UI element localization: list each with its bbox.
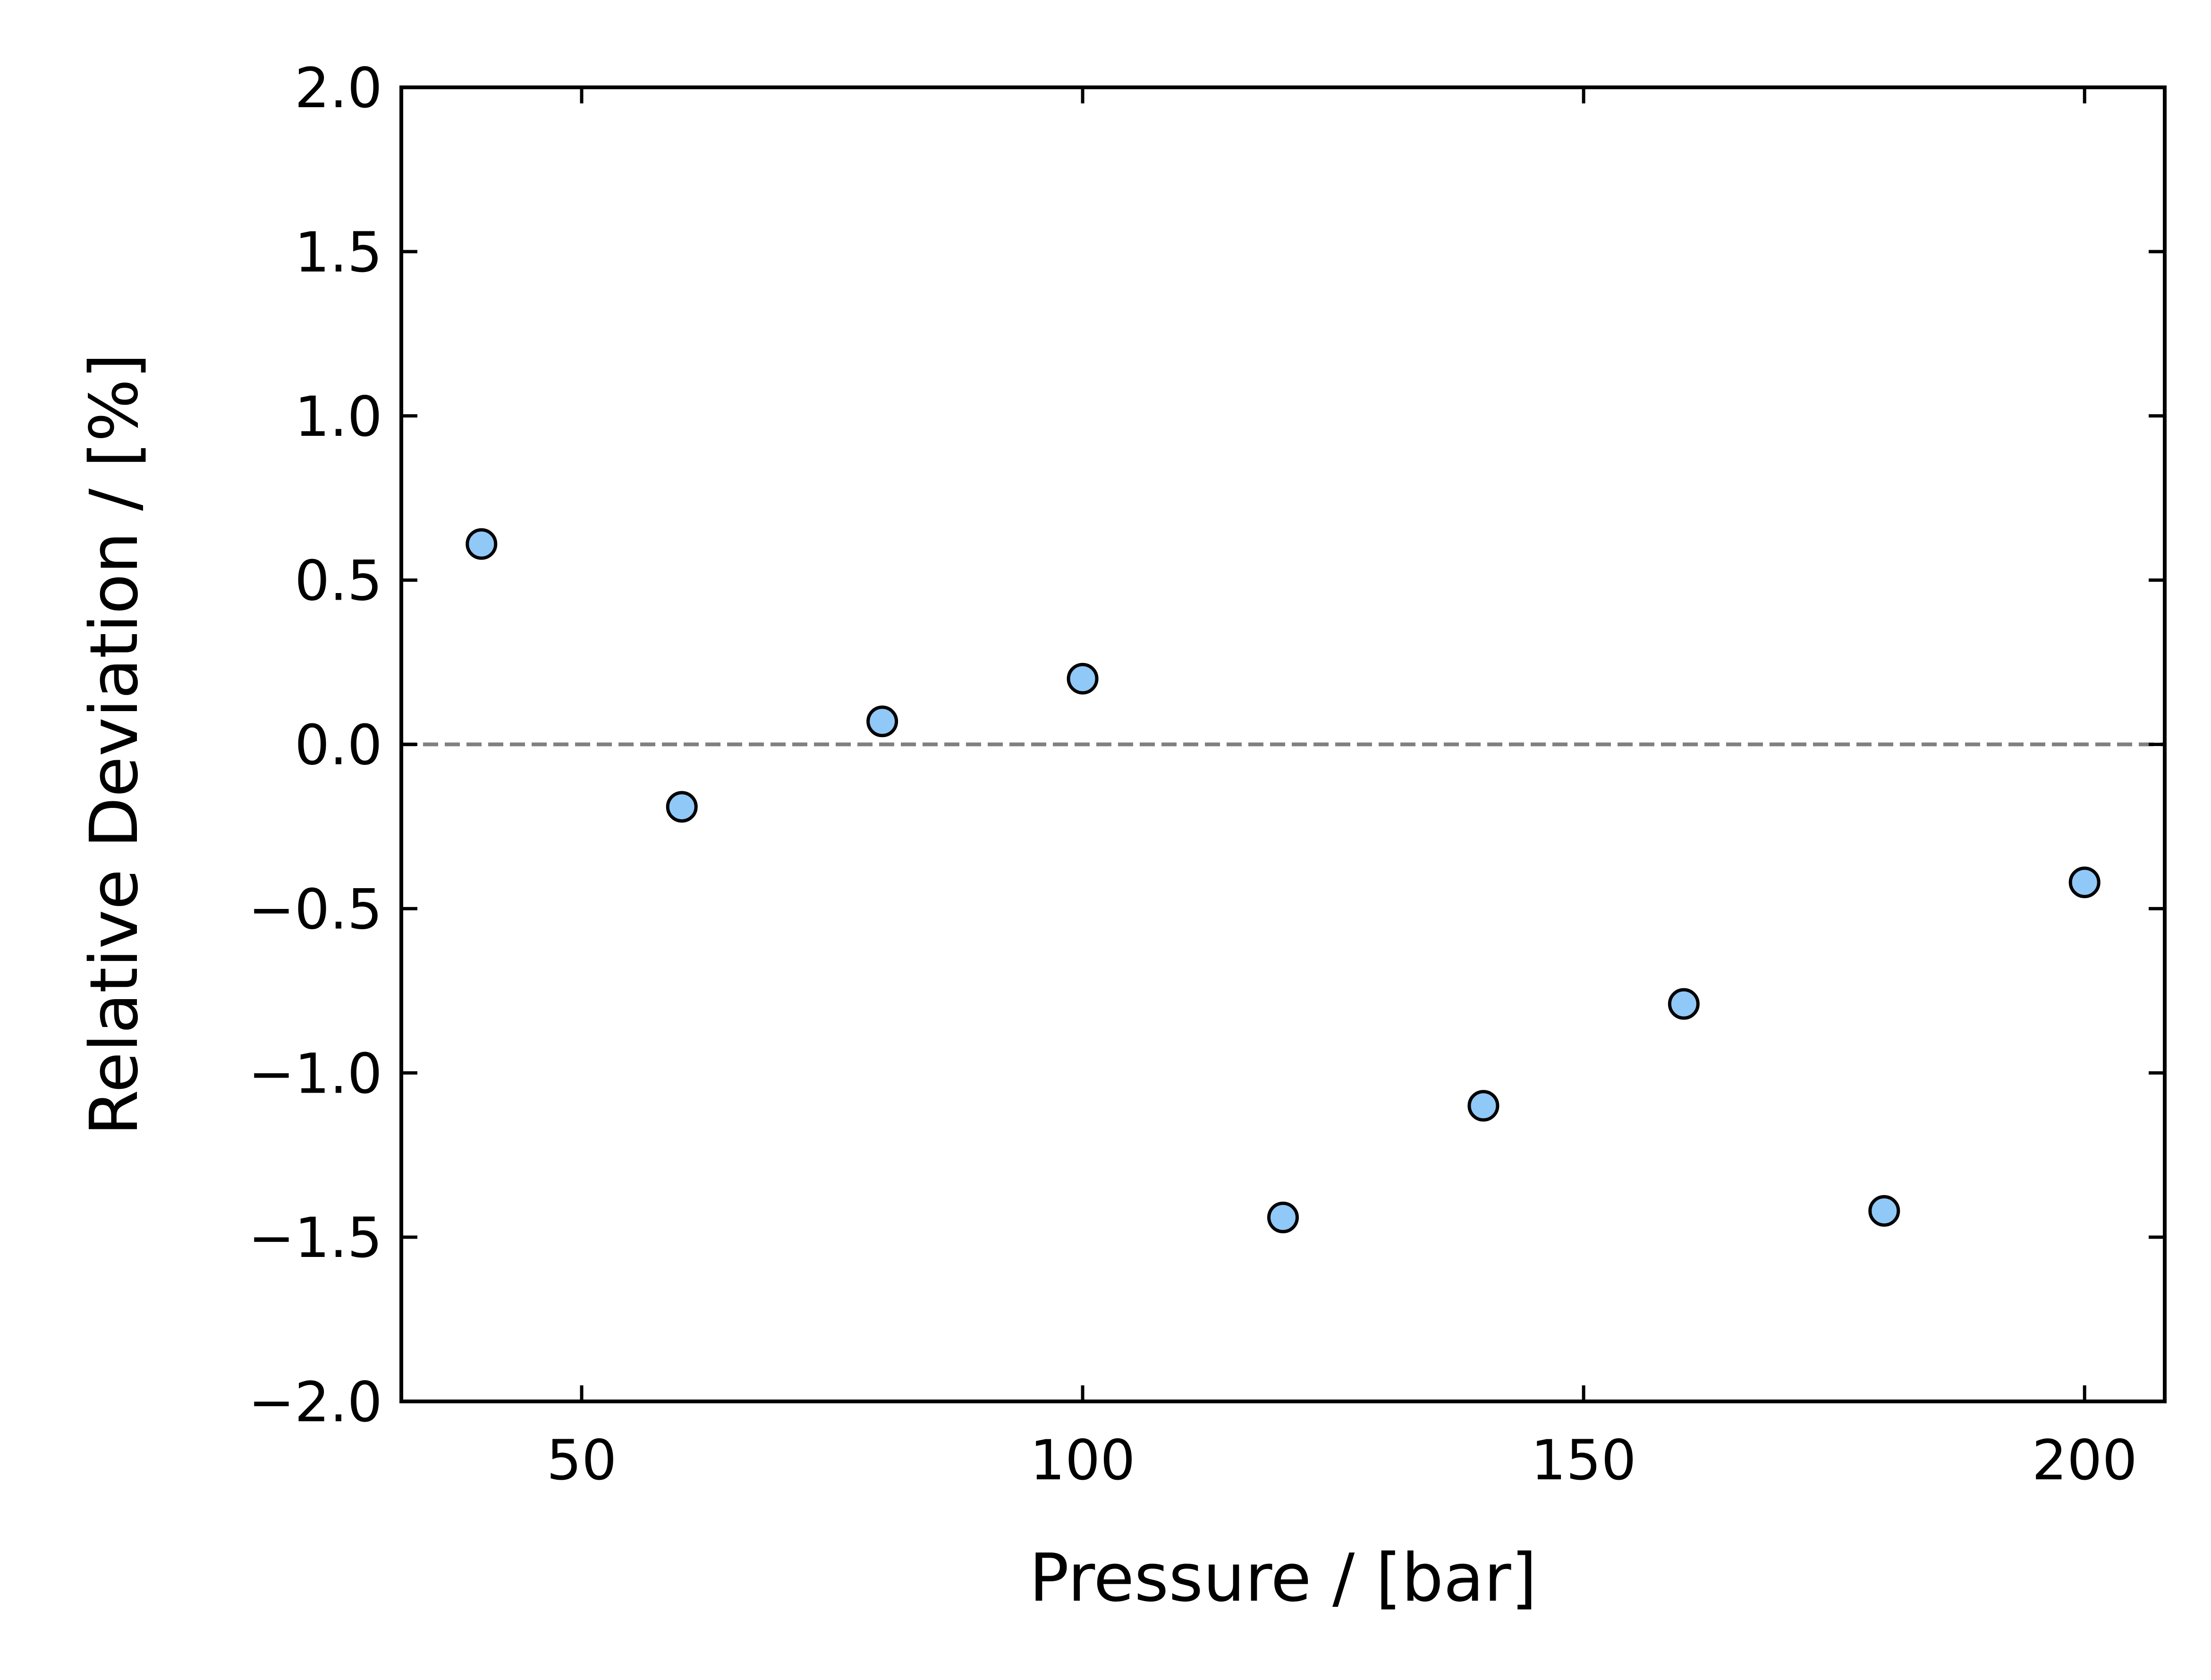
y-tick-label: −0.5 [248,877,382,942]
data-point [666,791,698,823]
data-point [1868,1195,1900,1227]
ticks-layer: 50 100 150 200 2.0 1.5 1.0 0.5 0.0 −0.5 −1.0 −1.5 −2… [248,56,2165,1493]
y-tick-label: 2.0 [295,56,382,120]
x-tick-label: 100 [1030,1428,1135,1493]
data-point [1267,1201,1299,1233]
x-tick-label: 50 [547,1428,617,1493]
data-point [1467,1090,1499,1122]
data-point [1668,988,1700,1020]
x-tick-label: 150 [1531,1428,1636,1493]
data-point [1067,662,1099,695]
y-tick-label: 0.5 [295,549,382,613]
x-axis-title: Pressure / [bar] [1029,1540,1537,1617]
y-tick-label: 1.0 [295,384,382,449]
data-point [466,528,498,560]
x-tick-label: 200 [2032,1428,2137,1493]
y-tick-label: 1.5 [295,220,382,285]
data-point [2068,866,2101,899]
y-tick-label: −1.0 [248,1041,382,1106]
y-tick-label: 0.0 [295,713,382,778]
data-point [866,705,898,738]
y-axis-title: Relative Deviation / [%] [76,353,153,1136]
plot-frame [399,85,2167,1403]
data-points-layer [466,528,2101,1233]
y-tick-label: −2.0 [248,1370,382,1434]
y-tick-label: −1.5 [248,1205,382,1270]
